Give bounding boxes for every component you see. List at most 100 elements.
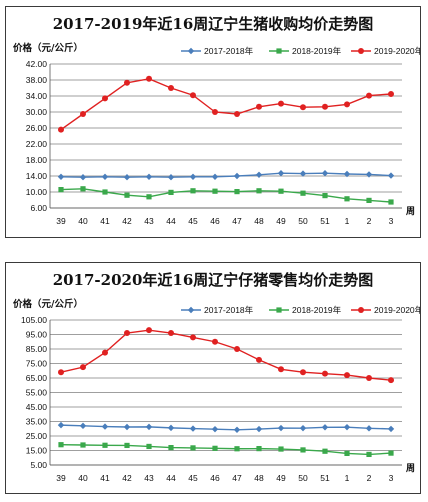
y-tick-label: 65.00: [26, 373, 48, 383]
data-point-series-1: [234, 189, 240, 195]
x-tick-label: 48: [254, 216, 264, 226]
data-point-series-1: [146, 194, 152, 200]
data-point-series-1: [322, 448, 328, 454]
y-tick-label: 85.00: [26, 344, 48, 354]
y-tick-label: 55.00: [26, 388, 48, 398]
y-tick-label: 26.00: [26, 123, 48, 133]
data-point-series-2: [168, 85, 174, 91]
series-line-1: [60, 444, 392, 456]
data-point-series-2: [256, 103, 262, 110]
y-tick-label: 25.00: [26, 431, 48, 441]
legend-marker-1: [276, 307, 282, 313]
x-tick-label: 43: [144, 216, 154, 226]
data-point-series-0: [277, 170, 285, 177]
data-point-series-0: [321, 170, 329, 177]
data-point-series-2: [300, 369, 306, 376]
x-axis-label: 周: [406, 463, 415, 474]
data-point-series-0: [57, 421, 65, 429]
legend-label-0: 2017-2018年: [204, 305, 254, 315]
y-tick-label: 18.00: [26, 155, 48, 165]
legend-marker-2: [358, 48, 364, 54]
data-point-series-1: [388, 199, 394, 205]
data-point-series-2: [58, 369, 64, 376]
data-point-series-1: [256, 188, 262, 194]
data-point-series-2: [256, 356, 262, 363]
legend-label-2: 2019-2020年: [374, 305, 420, 315]
data-point-series-0: [167, 174, 175, 181]
y-tick-label: 14.00: [26, 171, 48, 181]
x-tick-label: 51: [320, 473, 330, 483]
data-point-series-1: [256, 446, 262, 452]
y-tick-label: 6.00: [30, 203, 47, 213]
data-point-series-2: [190, 92, 196, 99]
data-point-series-1: [190, 188, 196, 194]
x-tick-label: 49: [276, 216, 286, 226]
y-tick-label: 105.00: [21, 315, 47, 325]
data-point-series-2: [102, 349, 108, 356]
data-point-series-1: [212, 445, 218, 451]
data-point-series-1: [102, 189, 108, 195]
data-point-series-1: [388, 450, 394, 456]
data-point-series-2: [278, 100, 284, 107]
x-axis-label: 周: [406, 206, 415, 217]
data-point-series-2: [366, 92, 372, 99]
y-tick-label: 10.00: [26, 187, 48, 197]
data-point-series-0: [145, 173, 153, 180]
data-point-series-0: [365, 425, 373, 432]
y-tick-label: 22.00: [26, 139, 48, 149]
data-point-series-2: [80, 364, 86, 371]
data-point-series-2: [366, 375, 372, 381]
data-point-series-2: [234, 111, 240, 117]
x-tick-label: 44: [166, 473, 176, 483]
data-point-series-0: [123, 174, 131, 181]
data-point-series-0: [299, 424, 307, 432]
legend-label-0: 2017-2018年: [204, 46, 254, 56]
data-point-series-1: [300, 190, 306, 196]
y-tick-label: 45.00: [26, 402, 48, 412]
x-tick-label: 45: [188, 216, 198, 226]
x-tick-label: 1: [345, 216, 350, 226]
x-tick-label: 40: [78, 473, 88, 483]
data-point-series-0: [123, 423, 131, 431]
data-point-series-1: [124, 442, 130, 449]
data-point-series-1: [58, 442, 64, 448]
data-point-series-1: [322, 193, 328, 199]
data-point-series-2: [278, 366, 284, 373]
y-tick-label: 42.00: [26, 59, 48, 69]
data-point-series-2: [212, 109, 218, 115]
data-point-series-0: [167, 424, 175, 432]
data-point-series-0: [255, 171, 263, 178]
x-tick-label: 3: [389, 473, 394, 483]
series-line-0: [60, 424, 392, 431]
data-point-series-0: [211, 173, 219, 180]
x-tick-label: 45: [188, 473, 198, 483]
x-tick-label: 42: [122, 473, 132, 483]
data-point-series-2: [124, 79, 130, 86]
data-point-series-0: [343, 423, 351, 431]
x-tick-label: 39: [56, 473, 66, 483]
x-tick-label: 43: [144, 473, 154, 483]
series-line-2: [60, 329, 392, 381]
x-tick-label: 48: [254, 473, 264, 483]
chart-title: 2017-2020年近16周辽宁仔猪零售均价走势图: [53, 271, 374, 289]
data-point-series-2: [344, 101, 350, 108]
y-tick-label: 75.00: [26, 359, 48, 369]
x-tick-label: 49: [276, 473, 286, 483]
legend-label-1: 2018-2019年: [292, 46, 342, 56]
data-point-series-2: [300, 104, 306, 111]
data-point-series-0: [343, 170, 351, 178]
data-point-series-1: [168, 445, 174, 451]
y-axis-label: 价格（元/公斤）: [13, 42, 83, 54]
x-tick-label: 50: [298, 473, 308, 483]
data-point-series-1: [124, 192, 130, 198]
x-tick-label: 42: [122, 216, 132, 226]
data-point-series-1: [344, 450, 350, 456]
data-point-series-0: [365, 171, 373, 178]
series-line-1: [60, 188, 392, 203]
chart-title: 2017-2019年近16周辽宁生猪收购均价走势图: [53, 15, 374, 33]
data-point-series-0: [233, 172, 241, 180]
data-point-series-2: [168, 330, 174, 337]
data-point-series-0: [321, 424, 329, 431]
data-point-series-0: [101, 423, 109, 430]
